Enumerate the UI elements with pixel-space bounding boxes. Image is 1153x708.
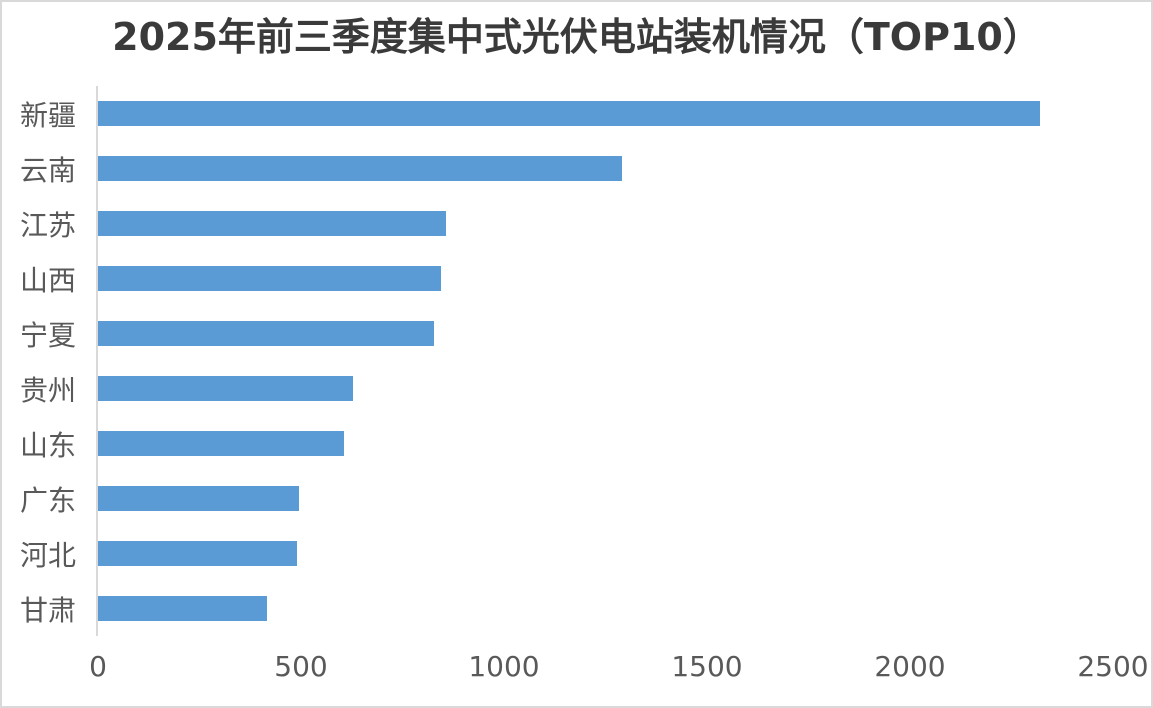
- bar-track: [98, 196, 1113, 251]
- bar-row: 宁夏: [2, 306, 1151, 361]
- bar: [98, 101, 1040, 126]
- bar-row: 云南: [2, 141, 1151, 196]
- bar: [98, 156, 623, 181]
- x-axis-labels: 0 500 1000 1500 2000 2500: [89, 650, 1149, 690]
- category-label: 新疆: [19, 98, 76, 132]
- bar-track: [98, 471, 1113, 526]
- bar: [98, 541, 297, 566]
- category-label: 山西: [19, 263, 76, 297]
- x-tick-label: 2500: [1077, 650, 1149, 683]
- category-label: 贵州: [19, 373, 76, 407]
- category-label: 山东: [19, 428, 76, 462]
- bar: [98, 431, 345, 456]
- bar: [98, 211, 447, 236]
- x-tick-label: 0: [89, 650, 107, 683]
- bar: [98, 376, 353, 401]
- y-axis-line: [96, 86, 98, 636]
- category-label: 河北: [19, 538, 76, 572]
- x-tick-label: 1500: [671, 650, 743, 683]
- bar-track: [98, 86, 1113, 141]
- bar: [98, 266, 442, 291]
- x-tick-label: 500: [274, 650, 328, 683]
- chart-title: 2025年前三季度集中式光伏电站装机情况（TOP10）: [112, 15, 1041, 59]
- bar-row: 山东: [2, 416, 1151, 471]
- bar-track: [98, 306, 1113, 361]
- plot-rows: 新疆云南江苏山西宁夏贵州山东广东河北甘肃: [2, 86, 1151, 636]
- bar-track: [98, 251, 1113, 306]
- bar-row: 广东: [2, 471, 1151, 526]
- category-label: 甘肃: [19, 593, 76, 627]
- bar-track: [98, 526, 1113, 581]
- x-tick-label: 2000: [874, 650, 946, 683]
- bar-row: 山西: [2, 251, 1151, 306]
- category-label: 宁夏: [19, 318, 76, 352]
- bar: [98, 321, 434, 346]
- bar-row: 贵州: [2, 361, 1151, 416]
- bar-row: 新疆: [2, 86, 1151, 141]
- category-label: 广东: [19, 483, 76, 517]
- bar-track: [98, 141, 1113, 196]
- category-label: 云南: [19, 153, 76, 187]
- bar-track: [98, 416, 1113, 471]
- bar-row: 甘肃: [2, 581, 1151, 636]
- bar: [98, 596, 267, 621]
- bar-row: 江苏: [2, 196, 1151, 251]
- x-tick-label: 1000: [468, 650, 540, 683]
- bar-row: 河北: [2, 526, 1151, 581]
- bar: [98, 486, 300, 511]
- bar-track: [98, 581, 1113, 636]
- category-label: 江苏: [19, 208, 76, 242]
- bar-track: [98, 361, 1113, 416]
